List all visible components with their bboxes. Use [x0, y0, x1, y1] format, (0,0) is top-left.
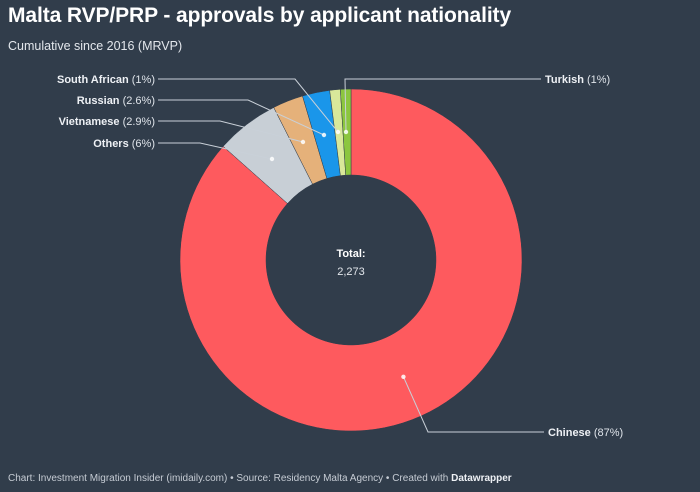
chart-footer: Chart: Investment Migration Insider (imi…: [8, 473, 512, 484]
leader-dot: [269, 156, 275, 162]
label-percent: (2.6%): [123, 95, 155, 107]
leader-line: [158, 120, 304, 143]
donut-slices: [179, 88, 523, 432]
label-vietnamese: Vietnamese (2.9%): [59, 116, 155, 128]
center-total-label: Total:: [336, 248, 365, 260]
footer-created-with: Created with: [392, 473, 452, 484]
label-name: South African: [57, 74, 132, 86]
label-turkish: Turkish (1%): [545, 74, 610, 86]
footer-separator: •: [383, 473, 393, 484]
footer-tool-link[interactable]: Datawrapper: [451, 473, 512, 484]
label-south-african: South African (1%): [57, 74, 155, 86]
footer-separator: •: [227, 473, 237, 484]
center-total-value: 2,273: [337, 266, 365, 278]
label-percent: (1%): [132, 74, 155, 86]
leader-dot: [321, 132, 327, 138]
slice-chinese[interactable]: [179, 88, 523, 432]
slice-labels: Chinese (87%) Others (6%) Vietnamese (2.9%…: [57, 74, 623, 439]
label-percent: (87%): [594, 427, 623, 439]
label-name: Russian: [77, 95, 123, 107]
footer-source: Source: Residency Malta Agency: [236, 473, 384, 484]
footer-credit: Chart: Investment Migration Insider (imi…: [8, 473, 228, 484]
label-name: Turkish: [545, 74, 587, 86]
chart-subtitle: Cumulative since 2016 (MRVP): [8, 39, 183, 53]
label-percent: (2.9%): [123, 116, 155, 128]
label-percent: (6%): [132, 138, 155, 150]
leader-dot: [401, 374, 406, 379]
leader-line: [402, 376, 544, 433]
leader-line: [158, 78, 339, 133]
label-name: Others: [93, 138, 132, 150]
chart-title: Malta RVP/PRP - approvals by applicant n…: [8, 4, 512, 27]
leader-lines: [158, 78, 544, 433]
leader-dot: [300, 139, 306, 145]
label-others: Others (6%): [93, 138, 155, 150]
leader-dot: [335, 129, 341, 135]
leader-line: [344, 78, 541, 133]
leader-line: [158, 99, 325, 136]
label-name: Chinese: [548, 427, 594, 439]
label-name: Vietnamese: [59, 116, 123, 128]
leader-dot: [343, 129, 349, 135]
label-chinese: Chinese (87%): [548, 427, 623, 439]
label-percent: (1%): [587, 74, 610, 86]
label-russian: Russian (2.6%): [77, 95, 155, 107]
leader-line: [158, 142, 273, 160]
